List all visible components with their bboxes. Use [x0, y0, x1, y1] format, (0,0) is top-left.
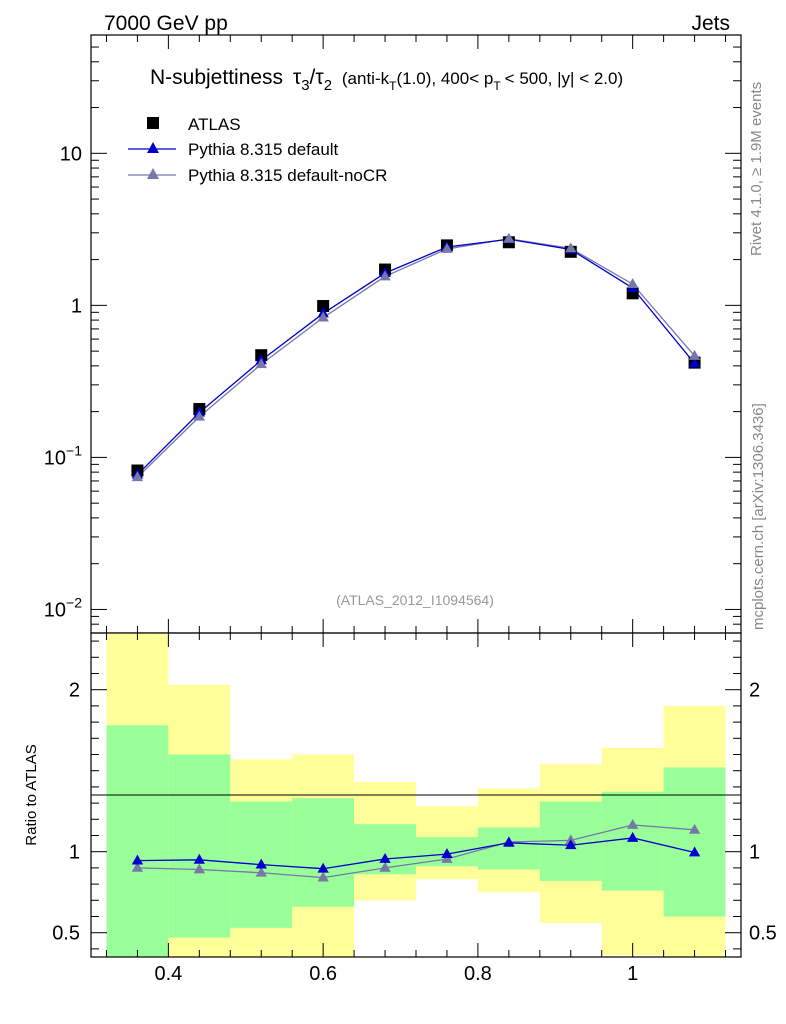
ratio-xtick-label: 1	[627, 963, 638, 985]
ratio-ytick-label-left: 2	[69, 680, 80, 702]
legend-marker-default	[147, 142, 159, 153]
main-axis-ticks: 10−2 10−1 1 10	[44, 34, 741, 634]
main-marker-nocr	[565, 242, 577, 253]
ratio-y-axis-label: Ratio to ATLAS	[23, 744, 40, 845]
ratio-series-layer	[131, 818, 701, 882]
ratio-marker-default	[503, 836, 515, 847]
ratio-ytick-label-left: 1	[69, 842, 80, 864]
title-sub-t1: T	[389, 79, 397, 93]
main-marker-nocr	[688, 349, 701, 360]
ratio-band-inner	[477, 827, 540, 870]
title-sub2: 2	[324, 77, 332, 94]
ratio-marker-default	[317, 862, 329, 873]
ratio-marker-nocr	[626, 818, 639, 829]
ratio-line-nocr	[137, 824, 695, 879]
ratio-ytick-label-left: 0.5	[52, 923, 80, 945]
main-marker-nocr	[317, 311, 329, 322]
ratio-marker-default	[193, 853, 206, 864]
ratio-xtick-label: 0.8	[464, 963, 492, 985]
title-cuts-c: < 500, |y| < 2.0)	[505, 69, 623, 88]
title-sub-t2: T	[493, 79, 501, 93]
ratio-marker-nocr	[379, 861, 391, 872]
ratio-marker-default	[688, 846, 701, 857]
main-marker-nocr	[626, 278, 639, 288]
main-line-default	[136, 238, 696, 476]
main-marker-nocr	[379, 270, 391, 281]
ratio-ytick-label-right: 1	[749, 842, 760, 864]
mcplots-reference-label: mcplots.cern.ch [arXiv:1306.3436]	[750, 403, 767, 630]
main-marker-nocr	[193, 410, 206, 421]
main-series-layer	[131, 232, 701, 482]
title-tau2: τ	[315, 66, 324, 89]
title-tau3: τ	[293, 66, 302, 89]
main-marker-default	[688, 357, 701, 368]
main-marker-nocr	[255, 358, 267, 369]
main-marker-nocr	[131, 471, 144, 482]
title-cuts-b: (1.0), 400< p	[396, 69, 493, 88]
ratio-band-inner	[106, 725, 169, 957]
ratio-marker-default	[131, 854, 144, 865]
main-ytick-label: 10−2	[44, 594, 82, 621]
main-ytick-label: 10	[60, 143, 82, 165]
header-process-label: Jets	[691, 12, 730, 35]
ratio-axis-ticks: 0.5 0.5 1 1 2 2 0.4 0.6 0.8 1	[52, 633, 777, 985]
header-energy-label: 7000 GeV pp	[104, 12, 228, 35]
legend-label-default: Pythia 8.315 default	[188, 140, 339, 159]
rivet-version-label: Rivet 4.1.0, ≥ 1.9M events	[748, 82, 765, 256]
ratio-marker-nocr	[193, 863, 206, 874]
ratio-marker-default	[255, 858, 267, 869]
legend-label-atlas: ATLAS	[188, 115, 241, 134]
ratio-marker-nocr	[255, 866, 267, 877]
ratio-band-inner	[168, 754, 231, 938]
legend-label-nocr: Pythia 8.315 default-noCR	[188, 166, 387, 185]
title-slash: /	[310, 66, 316, 89]
title-cuts-a: (anti-k	[342, 69, 390, 88]
ratio-uncertainty-bands	[106, 633, 726, 957]
ratio-marker-default	[379, 852, 391, 863]
ratio-ytick-label-right: 2	[749, 680, 760, 702]
ratio-panel: 0.5 0.5 1 1 2 2 0.4 0.6 0.8 1 Ratio to ATLAS	[23, 632, 777, 985]
ratio-band-inner	[292, 798, 355, 907]
main-marker-nocr	[503, 232, 515, 243]
ratio-ytick-label-right: 0.5	[749, 923, 777, 945]
ratio-marker-default	[565, 839, 577, 850]
ratio-band-inner	[663, 767, 726, 917]
main-line-nocr	[136, 238, 696, 478]
ratio-xtick-label: 0.6	[309, 963, 337, 985]
atlas-data-point	[317, 300, 330, 313]
ratio-marker-nocr	[131, 861, 144, 872]
ratio-marker-nocr	[317, 871, 329, 882]
main-marker-nocr	[441, 242, 453, 253]
legend-marker-nocr	[147, 168, 159, 179]
legend-marker-atlas	[147, 117, 159, 129]
title-main: N-subjettiness	[150, 66, 283, 89]
ratio-xtick-label: 0.4	[154, 963, 182, 985]
ratio-line-default	[137, 837, 695, 870]
main-ytick-label: 10−1	[44, 442, 82, 469]
title-sub3: 3	[301, 77, 309, 94]
legend: ATLAS Pythia 8.315 default Pythia 8.315 …	[128, 115, 387, 185]
main-ytick-label: 1	[71, 295, 82, 317]
analysis-watermark: (ATLAS_2012_I1094564)	[336, 592, 494, 608]
plot-title: N-subjettiness τ3/τ2 (anti-kT(1.0), 400<…	[150, 66, 623, 95]
ratio-marker-nocr	[688, 823, 701, 834]
ratio-marker-default	[441, 848, 453, 859]
ratio-marker-default	[626, 831, 639, 842]
ratio-panel-frame	[90, 632, 742, 958]
